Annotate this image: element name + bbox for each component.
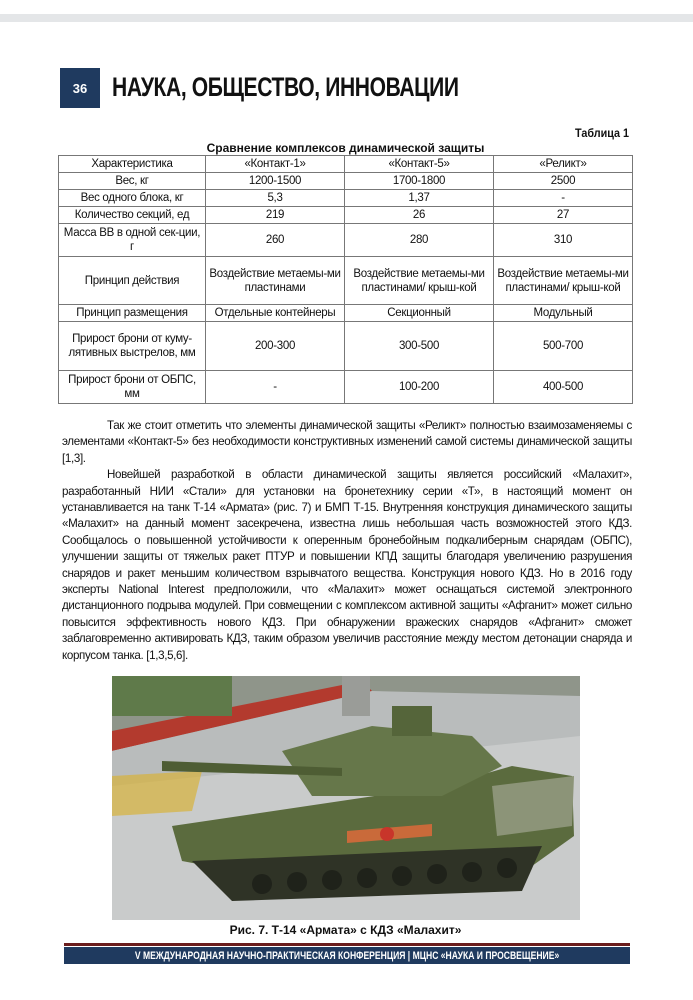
table-cell: Прирост брони от ОБПС, мм bbox=[58, 370, 206, 404]
table-number: Таблица 1 bbox=[574, 126, 629, 140]
table-cell: - bbox=[205, 370, 345, 404]
table-cell: Вес одного блока, кг bbox=[58, 189, 206, 207]
table-cell: Воздействие метаемы-ми пластинами/ крыш-… bbox=[493, 256, 633, 305]
paragraph: Так же стоит отметить что элементы динам… bbox=[62, 419, 632, 465]
table-cell: 1,37 bbox=[344, 189, 494, 207]
table-cell: 200-300 bbox=[205, 321, 345, 371]
table-row: Количество секций, ед 219 26 27 bbox=[58, 206, 633, 224]
table-cell: Отдельные контейнеры bbox=[205, 304, 345, 322]
section-title: НАУКА, ОБЩЕСТВО, ИННОВАЦИИ bbox=[112, 72, 459, 102]
footer-rule bbox=[64, 943, 630, 946]
table-row: Вес одного блока, кг 5,3 1,37- bbox=[58, 189, 633, 207]
table-cell: 1700-1800 bbox=[344, 172, 494, 190]
table-cell: Воздействие метаемы-ми пластинами bbox=[205, 256, 345, 305]
body-text: Так же стоит отметить что элементы динам… bbox=[62, 418, 632, 664]
top-bar bbox=[0, 14, 693, 22]
table-cell: 500-700 bbox=[493, 321, 633, 371]
table-cell: 280 bbox=[344, 223, 494, 257]
table-cell: Модульный bbox=[493, 304, 633, 322]
table-cell: Вес, кг bbox=[58, 172, 206, 190]
table-cell: 400-500 bbox=[493, 370, 633, 404]
tank-photo bbox=[112, 676, 580, 920]
table-cell: 219 bbox=[205, 206, 345, 224]
table-cell: Прирост брони от куму-лятивных выстрелов… bbox=[58, 321, 206, 371]
column-header: «Контакт-5» bbox=[344, 155, 494, 173]
table-cell: 1200-1500 bbox=[205, 172, 345, 190]
figure-caption: Рис. 7. Т-14 «Армата» с КДЗ «Малахит» bbox=[229, 923, 462, 937]
table-row: Прирост брони от ОБПС, мм -100-200 400-500 bbox=[58, 370, 633, 404]
table-cell: 5,3 bbox=[205, 189, 345, 207]
paragraph: Новейшей разработкой в области динамичес… bbox=[62, 468, 632, 662]
table-cell: 260 bbox=[205, 223, 345, 257]
table-row: Принцип действия Воздействие метаемы-ми п… bbox=[58, 256, 633, 305]
footer-text: V МЕЖДУНАРОДНАЯ НАУЧНО-ПРАКТИЧЕСКАЯ КОНФ… bbox=[134, 949, 560, 962]
table-cell: Принцип размещения bbox=[58, 304, 206, 322]
table-cell: 2500 bbox=[493, 172, 633, 190]
column-header: Характеристика bbox=[58, 155, 206, 173]
table-row: Принцип размещения Отдельные контейнеры Се… bbox=[58, 304, 633, 322]
table-caption: Сравнение комплексов динамической защиты bbox=[206, 141, 485, 155]
table-row: Прирост брони от куму-лятивных выстрелов… bbox=[58, 321, 633, 371]
table-header-row: Характеристика «Контакт-1» «Контакт-5» «… bbox=[58, 155, 633, 173]
table-cell: - bbox=[493, 189, 633, 207]
column-header: «Реликт» bbox=[493, 155, 633, 173]
footer-bar: V МЕЖДУНАРОДНАЯ НАУЧНО-ПРАКТИЧЕСКАЯ КОНФ… bbox=[64, 947, 630, 964]
table-row: Масса ВВ в одной сек-ции, г 260 280 310 bbox=[58, 223, 633, 257]
table-row: Вес, кг 1200-1500 1700-1800 2500 bbox=[58, 172, 633, 190]
table-cell: Масса ВВ в одной сек-ции, г bbox=[58, 223, 206, 257]
column-header: «Контакт-1» bbox=[205, 155, 345, 173]
table-cell: Воздействие метаемы-ми пластинами/ крыш-… bbox=[344, 256, 494, 305]
table-cell: 100-200 bbox=[344, 370, 494, 404]
table-cell: Принцип действия bbox=[58, 256, 206, 305]
table-cell: 300-500 bbox=[344, 321, 494, 371]
table-cell: 310 bbox=[493, 223, 633, 257]
table-cell: 27 bbox=[493, 206, 633, 224]
table-cell: Количество секций, ед bbox=[58, 206, 206, 224]
table-cell: 26 bbox=[344, 206, 494, 224]
comparison-table: Характеристика «Контакт-1» «Контакт-5» «… bbox=[58, 155, 633, 404]
page-number: 36 bbox=[60, 68, 100, 108]
table-cell: Секционный bbox=[344, 304, 494, 322]
